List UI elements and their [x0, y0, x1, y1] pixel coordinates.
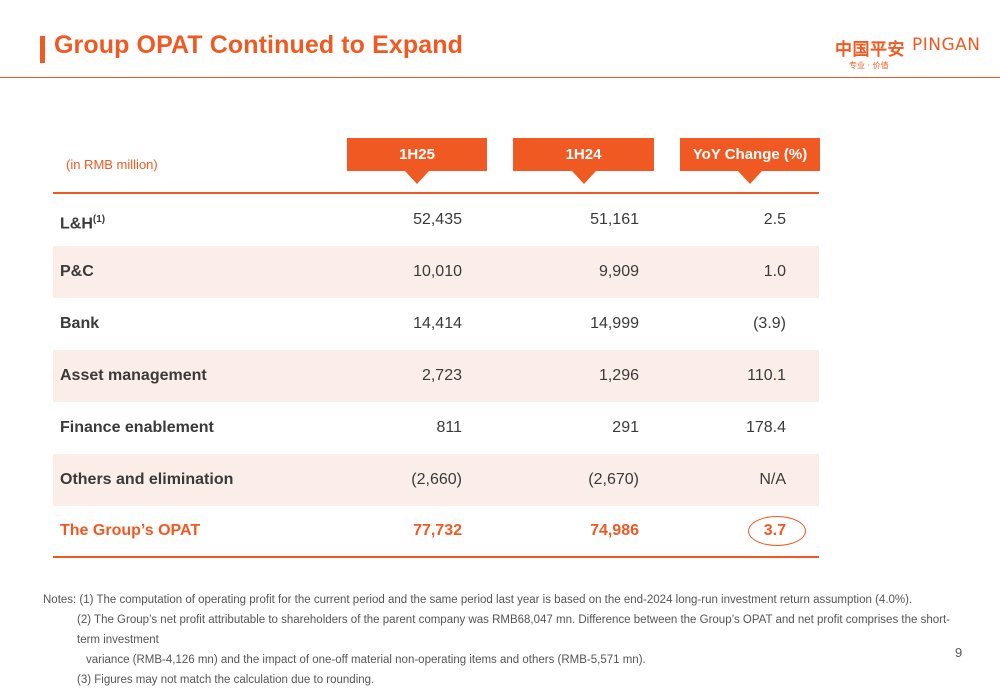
highlight-ellipse — [748, 516, 806, 546]
page-number: 9 — [955, 645, 963, 660]
footnote-marker: (1) — [92, 214, 106, 225]
value-1h24: 291 — [612, 419, 639, 436]
table-row-total: The Group’s OPAT 77,732 74,986 3.7 — [53, 505, 819, 557]
logo-chinese: 中国平安 — [835, 40, 905, 60]
table-bottom-rule — [53, 556, 819, 558]
value-yoy: N/A — [759, 471, 786, 488]
title-accent-bar — [40, 36, 45, 63]
table-header-rule — [53, 192, 819, 194]
footnote-2: (2) The Group’s net profit attributable … — [77, 614, 950, 646]
table-row: P&C 10,010 9,909 1.0 — [53, 246, 819, 298]
title-divider — [0, 77, 1000, 78]
value-1h25: 2,723 — [421, 367, 462, 384]
row-label: The Group’s OPAT — [60, 522, 201, 539]
column-header-label: 1H25 — [399, 146, 435, 163]
page-title: Group OPAT Continued to Expand — [54, 31, 463, 59]
row-label: Bank — [60, 315, 100, 332]
table-row: Bank 14,414 14,999 (3.9) — [53, 298, 819, 350]
table-row: L&H(1) 52,435 51,161 2.5 — [53, 194, 819, 246]
value-1h24: (2,670) — [588, 471, 639, 488]
row-label: Others and elimination — [60, 471, 234, 488]
row-label: P&C — [60, 263, 94, 280]
value-1h25: 10,010 — [413, 263, 462, 280]
table-row: Asset management 2,723 1,296 110.1 — [53, 350, 819, 402]
value-yoy: 3.7 — [763, 522, 786, 539]
header-arrow-icon — [405, 171, 429, 184]
value-yoy: (3.9) — [753, 315, 786, 332]
table-row: Others and elimination (2,660) (2,670) N… — [53, 454, 819, 506]
value-1h24: 9,909 — [598, 263, 639, 280]
row-label: L&H(1) — [60, 214, 106, 233]
value-1h25: 77,732 — [413, 522, 462, 539]
value-1h24: 74,986 — [590, 522, 639, 539]
value-1h25: (2,660) — [411, 471, 462, 488]
footnotes: Notes: (1) The computation of operating … — [43, 590, 963, 690]
value-1h25: 811 — [436, 419, 462, 436]
row-label: Finance enablement — [60, 419, 214, 436]
footnote-1: Notes: (1) The computation of operating … — [43, 594, 913, 606]
pingan-logo: 中国平安 PINGAN 专业 · 价值 — [835, 35, 995, 75]
logo-tagline: 专业 · 价值 — [849, 61, 889, 70]
value-yoy: 178.4 — [745, 419, 786, 436]
table-row: Finance enablement 811 291 178.4 — [53, 402, 819, 454]
footnote-2-cont: variance (RMB-4,126 mn) and the impact o… — [86, 654, 646, 666]
logo-english: PINGAN — [912, 35, 981, 55]
value-1h25: 14,414 — [413, 315, 462, 332]
unit-note: (in RMB million) — [66, 157, 158, 172]
value-1h25: 52,435 — [413, 211, 462, 228]
header-arrow-icon — [738, 171, 762, 184]
column-header-1h24: 1H24 — [513, 138, 654, 184]
row-label: Asset management — [60, 367, 207, 384]
value-yoy: 110.1 — [747, 367, 786, 384]
footnote-3: (3) Figures may not match the calculatio… — [77, 674, 375, 686]
column-header-1h25: 1H25 — [347, 138, 487, 184]
value-yoy: 2.5 — [763, 211, 786, 228]
column-header-yoy: YoY Change (%) — [680, 138, 820, 184]
value-yoy: 1.0 — [763, 263, 786, 280]
value-1h24: 14,999 — [590, 315, 639, 332]
value-1h24: 1,296 — [598, 367, 639, 384]
column-header-label: 1H24 — [565, 146, 602, 163]
column-header-label: YoY Change (%) — [692, 146, 808, 163]
header-arrow-icon — [571, 171, 596, 184]
value-1h24: 51,161 — [590, 211, 639, 228]
